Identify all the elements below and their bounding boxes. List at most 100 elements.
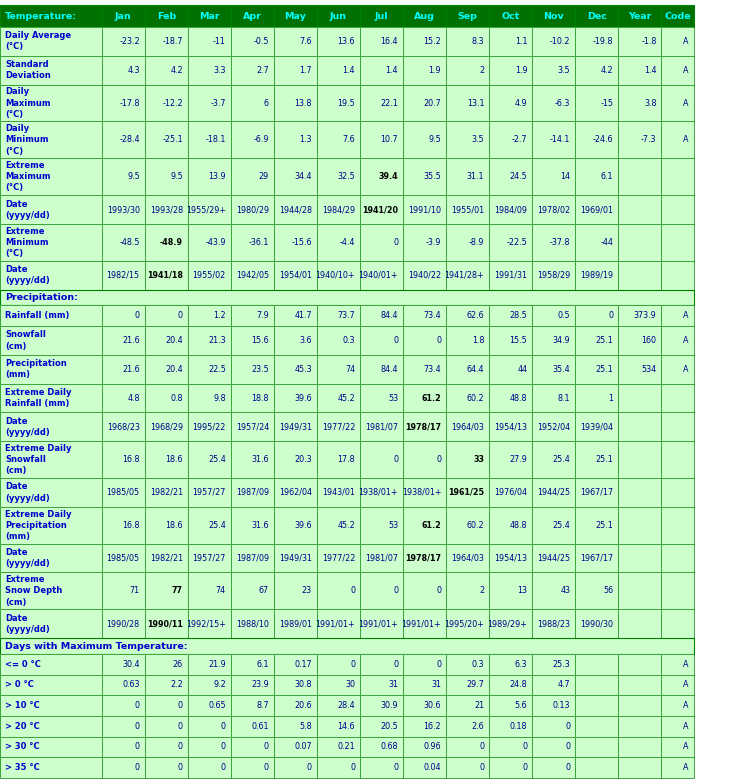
Bar (662, 261, 694, 289)
Bar (575, 573, 618, 609)
Bar (403, 675, 446, 695)
Bar (231, 27, 274, 56)
Bar (274, 158, 317, 195)
Bar (532, 757, 575, 778)
Text: 30.6: 30.6 (424, 701, 441, 710)
Bar (446, 654, 489, 675)
Bar (274, 27, 317, 56)
Bar (360, 306, 403, 326)
Bar (188, 654, 231, 675)
Text: 0: 0 (264, 763, 269, 772)
Bar (188, 56, 231, 84)
Text: Extreme Daily
Snowfall
(cm): Extreme Daily Snowfall (cm) (5, 444, 72, 475)
Bar (145, 195, 188, 224)
Text: 1991/31: 1991/31 (494, 271, 527, 280)
Bar (532, 355, 575, 384)
Text: Jan: Jan (115, 12, 132, 20)
Bar (231, 441, 274, 478)
Text: -37.8: -37.8 (550, 238, 571, 247)
Text: Precipitation
(mm): Precipitation (mm) (5, 360, 67, 379)
Bar (188, 56, 231, 84)
Bar (360, 56, 403, 84)
Bar (618, 384, 662, 413)
Bar (145, 736, 188, 757)
Bar (317, 413, 360, 441)
Bar (274, 609, 317, 638)
Bar (0, 224, 101, 261)
Bar (618, 736, 662, 757)
Bar (317, 413, 360, 441)
Text: 1982/15: 1982/15 (107, 271, 140, 280)
Bar (489, 261, 532, 289)
Bar (0, 573, 101, 609)
Text: 0: 0 (221, 743, 226, 751)
Bar (0, 158, 101, 195)
Bar (317, 224, 360, 261)
Bar (662, 5, 694, 27)
Bar (662, 384, 694, 413)
Bar (446, 507, 489, 544)
Text: 6.3: 6.3 (515, 660, 527, 668)
Text: 1.8: 1.8 (472, 336, 484, 345)
Text: 1.9: 1.9 (515, 66, 527, 75)
Text: 28.4: 28.4 (337, 701, 355, 710)
Text: 21.6: 21.6 (122, 336, 140, 345)
Bar (489, 27, 532, 56)
Bar (575, 27, 618, 56)
Bar (489, 224, 532, 261)
Text: 1.1: 1.1 (515, 37, 527, 46)
Bar (231, 5, 274, 27)
Bar (274, 306, 317, 326)
Text: 7.6: 7.6 (343, 136, 355, 144)
Text: 1988/23: 1988/23 (537, 619, 571, 628)
Text: 16.4: 16.4 (381, 37, 398, 46)
Bar (360, 84, 403, 122)
Bar (231, 27, 274, 56)
Text: 33: 33 (473, 455, 484, 464)
Bar (532, 306, 575, 326)
Bar (0, 122, 101, 158)
Bar (0, 544, 101, 573)
Text: -11: -11 (213, 37, 226, 46)
Text: <= 0 °C: <= 0 °C (5, 660, 41, 668)
Bar (360, 478, 403, 507)
Bar (317, 122, 360, 158)
Bar (317, 478, 360, 507)
Text: 1938/01+: 1938/01+ (358, 488, 398, 497)
Bar (575, 355, 618, 384)
Bar (532, 27, 575, 56)
Bar (274, 507, 317, 544)
Bar (145, 757, 188, 778)
Bar (317, 158, 360, 195)
Bar (145, 5, 188, 27)
Bar (101, 675, 145, 695)
Text: 1939/04: 1939/04 (580, 422, 613, 431)
Bar (231, 355, 274, 384)
Bar (231, 716, 274, 736)
Bar (532, 326, 575, 355)
Text: -6.3: -6.3 (555, 98, 571, 108)
Bar (403, 261, 446, 289)
Bar (618, 675, 662, 695)
Bar (489, 654, 532, 675)
Bar (231, 122, 274, 158)
Text: 30: 30 (345, 680, 355, 690)
Text: 29.7: 29.7 (466, 680, 484, 690)
Text: 26: 26 (173, 660, 183, 668)
Bar (532, 478, 575, 507)
Bar (403, 56, 446, 84)
Bar (575, 413, 618, 441)
Text: 31.6: 31.6 (251, 455, 269, 464)
Bar (274, 413, 317, 441)
Bar (360, 122, 403, 158)
Bar (618, 27, 662, 56)
Bar (0, 289, 694, 306)
Bar (403, 736, 446, 757)
Bar (231, 736, 274, 757)
Bar (532, 84, 575, 122)
Bar (446, 56, 489, 84)
Bar (532, 355, 575, 384)
Bar (403, 413, 446, 441)
Bar (231, 195, 274, 224)
Bar (101, 609, 145, 638)
